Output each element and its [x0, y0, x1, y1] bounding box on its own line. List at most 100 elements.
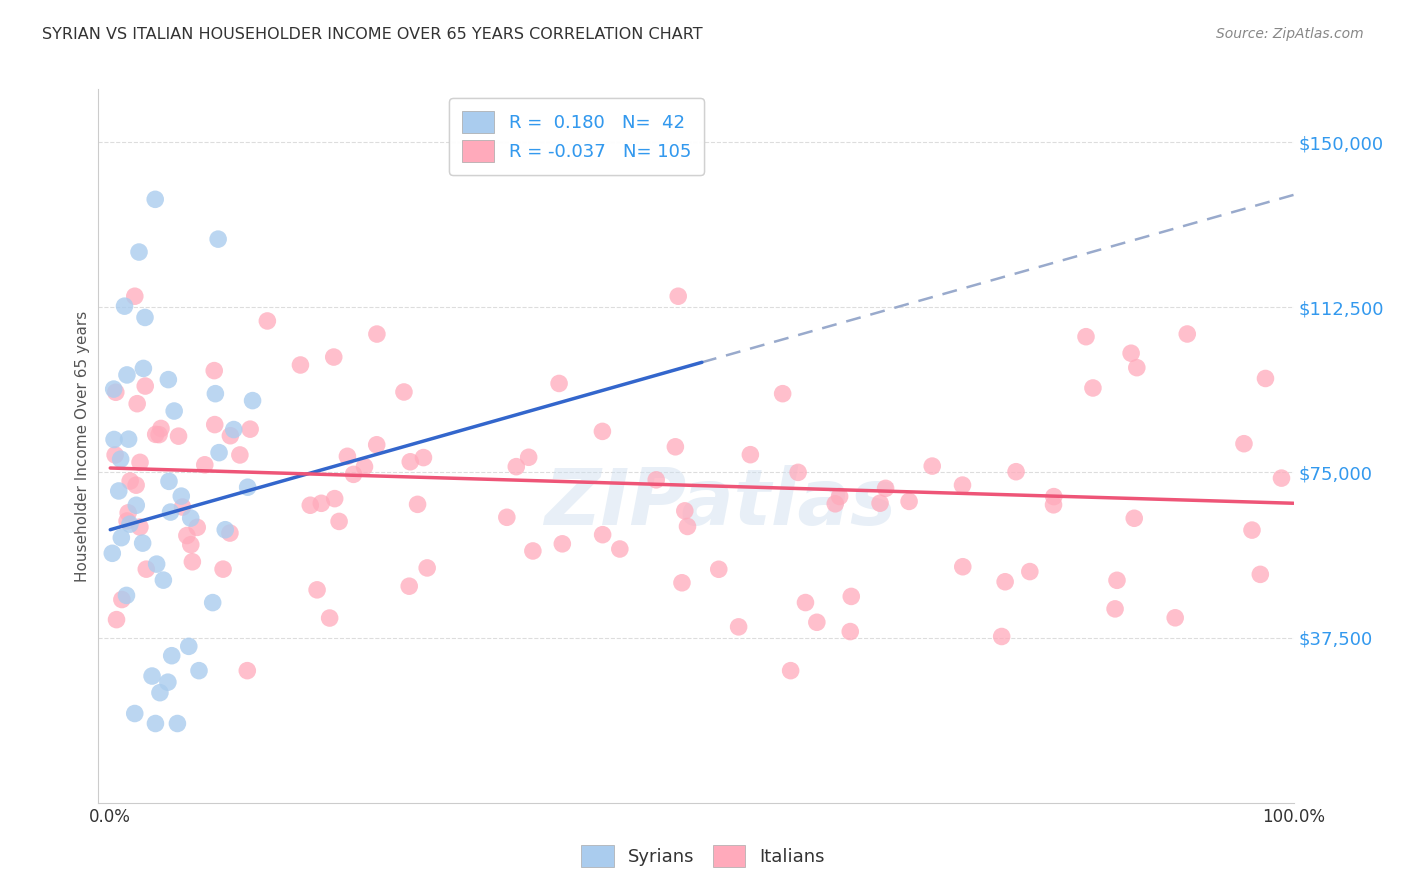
- Point: [591, 425, 613, 439]
- Point: [180, 538, 202, 552]
- Point: [115, 514, 138, 528]
- Point: [399, 455, 422, 469]
- Point: [290, 358, 312, 372]
- Point: [117, 432, 139, 446]
- Text: SYRIAN VS ITALIAN HOUSEHOLDER INCOME OVER 65 YEARS CORRELATION CHART: SYRIAN VS ITALIAN HOUSEHOLDER INCOME OVE…: [42, 27, 703, 42]
- Point: [952, 478, 974, 492]
- Point: [132, 361, 155, 376]
- Point: [201, 596, 224, 610]
- Point: [204, 417, 226, 432]
- Point: [120, 474, 142, 488]
- Y-axis label: Householder Income Over 65 years: Householder Income Over 65 years: [75, 310, 90, 582]
- Point: [1043, 490, 1066, 504]
- Point: [114, 299, 136, 313]
- Point: [990, 630, 1012, 644]
- Point: [181, 555, 204, 569]
- Point: [645, 473, 668, 487]
- Point: [236, 480, 259, 494]
- Point: [207, 232, 229, 246]
- Point: [208, 445, 231, 459]
- Point: [149, 686, 172, 700]
- Point: [328, 515, 350, 529]
- Point: [336, 450, 359, 464]
- Point: [740, 448, 762, 462]
- Point: [229, 448, 252, 462]
- Legend: Syrians, Italians: Syrians, Italians: [574, 838, 832, 874]
- Point: [406, 497, 429, 511]
- Point: [160, 648, 183, 663]
- Point: [921, 459, 943, 474]
- Point: [517, 450, 540, 465]
- Point: [322, 350, 344, 364]
- Point: [145, 557, 167, 571]
- Point: [128, 245, 150, 260]
- Point: [1042, 498, 1064, 512]
- Legend: R =  0.180   N=  42, R = -0.037   N= 105: R = 0.180 N= 42, R = -0.037 N= 105: [449, 98, 704, 175]
- Point: [124, 289, 146, 303]
- Point: [787, 466, 810, 480]
- Point: [104, 448, 127, 462]
- Point: [156, 675, 179, 690]
- Point: [125, 498, 148, 512]
- Point: [177, 640, 200, 654]
- Point: [1105, 574, 1128, 588]
- Point: [1123, 511, 1146, 525]
- Point: [134, 379, 156, 393]
- Point: [664, 440, 686, 454]
- Point: [131, 536, 153, 550]
- Point: [129, 455, 152, 469]
- Text: ZIPatlas: ZIPatlas: [544, 465, 896, 541]
- Point: [1270, 471, 1292, 485]
- Point: [311, 496, 333, 510]
- Point: [707, 562, 730, 576]
- Point: [167, 429, 190, 443]
- Point: [236, 664, 259, 678]
- Point: [127, 397, 149, 411]
- Point: [366, 438, 388, 452]
- Point: [1233, 436, 1256, 450]
- Point: [152, 573, 174, 587]
- Point: [1164, 611, 1187, 625]
- Point: [671, 575, 693, 590]
- Point: [307, 582, 329, 597]
- Point: [342, 467, 364, 482]
- Point: [202, 363, 225, 377]
- Point: [186, 520, 208, 534]
- Point: [609, 541, 631, 556]
- Point: [779, 664, 801, 678]
- Point: [124, 706, 146, 721]
- Point: [239, 422, 262, 436]
- Point: [107, 483, 129, 498]
- Point: [952, 559, 974, 574]
- Point: [398, 579, 420, 593]
- Point: [828, 490, 851, 504]
- Point: [412, 450, 434, 465]
- Point: [1018, 565, 1040, 579]
- Point: [134, 310, 156, 325]
- Point: [666, 289, 689, 303]
- Point: [170, 489, 193, 503]
- Point: [318, 611, 340, 625]
- Point: [176, 528, 198, 542]
- Point: [214, 523, 236, 537]
- Point: [212, 562, 235, 576]
- Point: [869, 496, 891, 510]
- Point: [772, 386, 794, 401]
- Point: [159, 505, 181, 519]
- Point: [551, 537, 574, 551]
- Point: [1104, 602, 1126, 616]
- Point: [727, 620, 749, 634]
- Point: [824, 497, 846, 511]
- Point: [103, 382, 125, 396]
- Point: [1126, 360, 1149, 375]
- Point: [111, 592, 134, 607]
- Point: [1081, 381, 1104, 395]
- Point: [110, 531, 132, 545]
- Point: [163, 404, 186, 418]
- Point: [157, 475, 180, 489]
- Point: [115, 588, 138, 602]
- Point: [256, 314, 278, 328]
- Point: [180, 511, 202, 525]
- Point: [366, 327, 388, 342]
- Point: [794, 596, 817, 610]
